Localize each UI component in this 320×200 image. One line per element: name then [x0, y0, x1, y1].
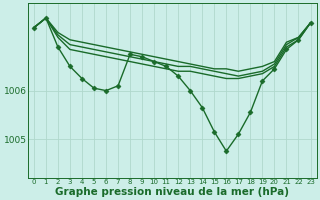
X-axis label: Graphe pression niveau de la mer (hPa): Graphe pression niveau de la mer (hPa)	[55, 187, 289, 197]
